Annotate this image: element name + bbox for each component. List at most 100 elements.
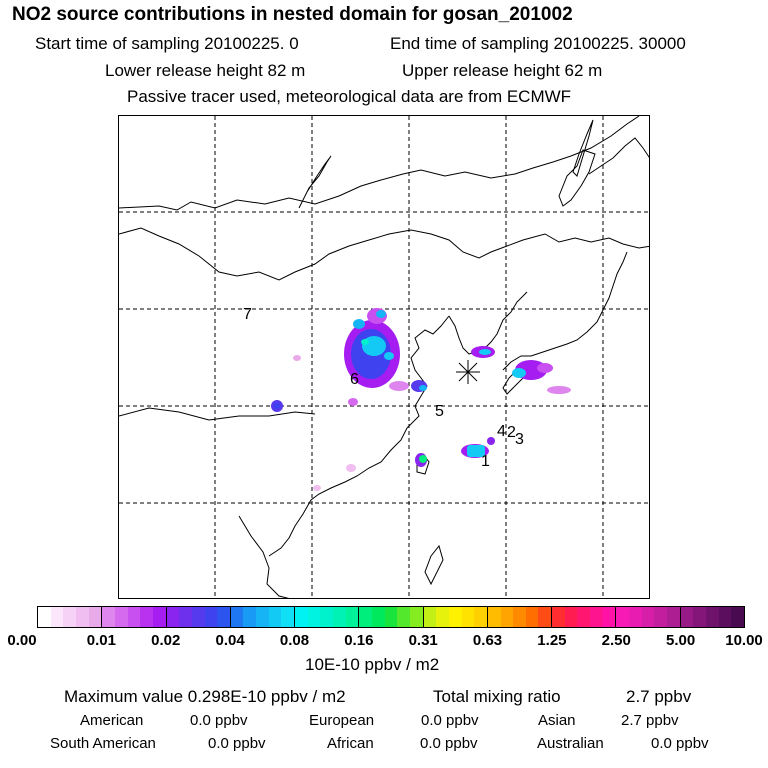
colorbar-cell <box>705 607 719 627</box>
colorbar-cell <box>538 607 552 627</box>
colorbar-cell <box>693 607 706 627</box>
source-label-3: 3 <box>515 431 524 448</box>
colorbar-cell <box>333 607 346 627</box>
colorbar-cell <box>448 607 462 627</box>
plot-title: NO2 source contributions in nested domai… <box>12 4 573 25</box>
colorbar-segment-0 <box>38 607 103 627</box>
region-australian-value: 0.0 ppbv <box>651 735 709 752</box>
border-mongolia <box>119 227 649 281</box>
colorbar-segment-3 <box>230 607 296 627</box>
colorbar-segment-5 <box>359 607 424 627</box>
colorbar-cell <box>127 607 141 627</box>
region-south-american-value: 0.0 ppbv <box>208 735 266 752</box>
colorbar-cell <box>38 607 51 627</box>
colorbar-segment-6 <box>423 607 488 627</box>
colorbar-cell <box>230 607 244 627</box>
region-american-name: American <box>80 712 144 729</box>
colorbar-cell <box>281 607 295 627</box>
region-asian-value: 2.7 ppbv <box>621 712 679 729</box>
colorbar-cell <box>307 607 321 627</box>
coast-korea-china <box>268 315 450 557</box>
colorbar-cell <box>474 607 487 627</box>
colorbar-cell <box>256 607 269 627</box>
colorbar-cell <box>513 607 526 627</box>
colorbar-segment-2 <box>166 607 231 627</box>
coast-japan-hokkaido <box>588 137 649 175</box>
japan-shoreline-detail <box>558 149 596 207</box>
colorbar-cell <box>166 607 180 627</box>
colorbar-cell <box>371 607 385 627</box>
coast-southeast-asia <box>119 407 316 421</box>
colorbar-cell <box>191 607 205 627</box>
colorbar-tick-label: 0.04 <box>215 632 245 649</box>
region-asian-name: Asian <box>538 712 576 729</box>
colorbar-tick-label: 0.08 <box>279 632 310 649</box>
colorbar-cell <box>63 607 76 627</box>
coast-indochina <box>238 515 290 598</box>
region-australian-name: Australian <box>537 735 604 752</box>
region-south-american-name: South American <box>50 735 156 752</box>
region-european-value: 0.0 ppbv <box>421 712 479 729</box>
colorbar-cell <box>397 607 410 627</box>
source-label-2: 2 <box>507 424 516 441</box>
colorbar-segment-8 <box>552 607 617 627</box>
colorbar <box>37 606 745 628</box>
source-label-7: 7 <box>243 306 252 323</box>
start-time-label: Start time of sampling 20100225. 0 <box>35 34 299 53</box>
colorbar-tick-label: 5.00 <box>666 632 696 649</box>
colorbar-cell <box>525 607 539 627</box>
colorbar-cell <box>88 607 102 627</box>
colorbar-cell <box>590 607 603 627</box>
receptor-marker <box>456 360 480 384</box>
colorbar-cell <box>577 607 591 627</box>
colorbar-cell <box>461 607 475 627</box>
end-time-label: End time of sampling 20100225. 30000 <box>390 34 686 53</box>
coast-korea <box>448 291 528 355</box>
coastline-north-asia <box>119 116 640 211</box>
source-label-1: 1 <box>481 453 490 470</box>
tracer-note: Passive tracer used, meteorological data… <box>127 87 572 106</box>
source-label-6: 6 <box>350 371 359 388</box>
colorbar-unit: 10E-10 ppbv / m2 <box>305 655 440 674</box>
colorbar-cell <box>602 607 616 627</box>
colorbar-cell <box>179 607 192 627</box>
colorbar-cell <box>564 607 578 627</box>
colorbar-cell <box>50 607 64 627</box>
lower-release-height: Lower release height 82 m <box>105 61 306 80</box>
region-american-value: 0.0 ppbv <box>190 712 248 729</box>
colorbar-cell <box>436 607 449 627</box>
colorbar-tick-label: 0.01 <box>86 632 116 649</box>
colorbar-cell <box>654 607 668 627</box>
colorbar-cell <box>243 607 257 627</box>
colorbar-cell <box>718 607 732 627</box>
region-african-value: 0.0 ppbv <box>420 735 478 752</box>
colorbar-cell <box>295 607 308 627</box>
colorbar-cell <box>552 607 565 627</box>
colorbar-segment-10 <box>680 607 744 627</box>
colorbar-tick-label: 0.31 <box>408 632 438 649</box>
philippines-island <box>424 544 444 586</box>
colorbar-tick-label: 0.02 <box>151 632 181 649</box>
upper-release-height: Upper release height 62 m <box>402 61 603 80</box>
colorbar-cell <box>641 607 655 627</box>
colorbar-cell <box>140 607 153 627</box>
max-value-label: Maximum value 0.298E-10 ppbv / m2 <box>64 687 346 706</box>
source-label-4: 4 <box>497 423 506 440</box>
colorbar-cell <box>75 607 89 627</box>
lake-baikal <box>298 155 332 209</box>
colorbar-segment-9 <box>616 607 681 627</box>
colorbar-cell <box>384 607 398 627</box>
colorbar-tick-label: 0.00 <box>7 632 37 649</box>
colorbar-tick-label: 2.50 <box>601 632 631 649</box>
colorbar-tick-label: 1.25 <box>537 632 567 649</box>
colorbar-segment-1 <box>102 607 167 627</box>
colorbar-cell <box>152 607 166 627</box>
total-mixing-value: 2.7 ppbv <box>626 687 692 706</box>
map-panel: 1 2 3 4 5 6 7 <box>118 115 650 599</box>
colorbar-cell <box>500 607 514 627</box>
colorbar-cell <box>268 607 282 627</box>
total-mixing-label: Total mixing ratio <box>433 687 561 706</box>
colorbar-tick-label: 0.16 <box>344 632 374 649</box>
colorbar-cell <box>667 607 680 627</box>
colorbar-cell <box>204 607 218 627</box>
